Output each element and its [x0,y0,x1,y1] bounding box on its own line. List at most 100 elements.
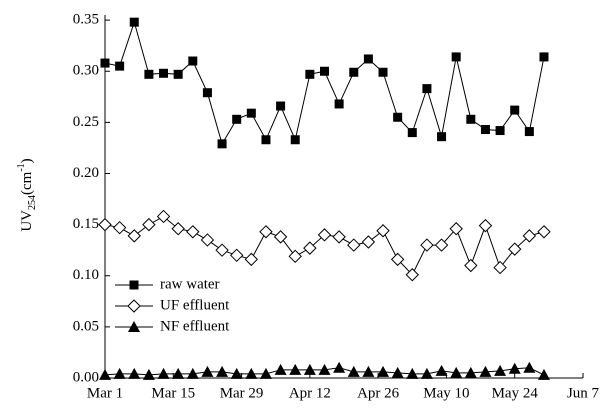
data-point [393,112,403,122]
data-point [215,243,229,257]
y-tick-label: 0.25 [73,114,99,130]
data-point [259,225,273,239]
data-point [99,368,111,380]
data-point [261,135,271,145]
data-point [449,222,463,236]
data-point [437,132,447,142]
data-point [390,252,405,267]
data-point [361,235,376,249]
x-tick-label: May 24 [492,385,539,401]
data-point [157,367,170,379]
data-point [363,54,373,64]
data-point [479,365,492,377]
data-point [317,228,332,242]
data-point [319,66,329,76]
data-point [98,217,112,232]
data-point [246,108,256,118]
data-point [420,238,434,252]
data-point [276,101,286,111]
data-point [537,368,550,380]
data-point [172,367,185,379]
data-point [537,225,551,239]
x-tick-label: Mar 29 [220,385,264,401]
data-point [202,88,212,98]
data-point [201,365,214,377]
y-tick-label: 0.10 [73,267,99,283]
data-point [466,114,476,124]
y-axis-label: UV254(cm-1) [16,158,38,231]
data-point [495,126,505,136]
x-tick-label: Jun 7 [567,385,600,401]
data-point [523,361,536,373]
series-line [104,20,545,146]
data-point [318,363,331,375]
data-point [186,367,199,379]
data-point [493,260,507,275]
legend-label: UF effluent [160,297,230,313]
data-point [435,364,448,376]
data-point [464,258,478,273]
data-point [303,241,317,255]
data-point [508,362,521,374]
data-point [232,114,242,124]
data-point [347,238,361,252]
data-point [230,367,243,379]
data-point [405,268,419,282]
data-point [289,363,302,375]
data-point [112,220,127,235]
data-point [478,218,493,233]
data-point [245,367,258,379]
data-point [305,69,315,79]
data-point [377,365,390,377]
data-point [288,249,302,264]
data-point [406,367,419,379]
data-point [391,366,404,378]
data-point [422,84,432,94]
data-point [539,52,549,62]
data-point [522,229,537,243]
legend-label: raw water [160,276,220,292]
data-point [524,127,534,137]
data-point [510,105,520,115]
data-point [494,364,507,376]
y-tick-label: 0.05 [73,318,99,334]
y-tick-label: 0.30 [73,63,99,79]
data-point [244,252,259,267]
data-point [464,366,477,378]
data-point [349,67,359,77]
data-point [200,233,215,247]
data-point [159,68,169,78]
data-point [334,99,344,109]
x-tick-label: May 10 [423,385,469,401]
data-point [188,56,198,66]
data-point [347,365,360,377]
x-tick-label: Mar 1 [87,385,123,401]
data-point [156,209,171,224]
data-point [376,224,390,238]
data-point [173,69,183,79]
data-point [144,69,154,79]
x-tick-label: Apr 12 [289,385,331,401]
data-point [434,238,449,252]
data-point [142,217,156,232]
data-point [290,135,300,145]
data-point [217,139,227,149]
y-tick-label: 0.20 [73,165,99,181]
data-point [378,67,388,77]
legend-label: NF effluent [160,318,230,334]
data-point [129,17,139,27]
data-point [274,363,287,375]
data-point [407,128,417,138]
legend-marker [127,299,141,313]
data-point [480,125,490,135]
data-point [362,365,375,377]
series-line [104,215,545,276]
y-tick-label: 0.00 [73,369,99,385]
data-point [508,242,522,256]
data-point [451,52,461,62]
data-point [303,363,316,375]
y-tick-label: 0.35 [73,12,99,28]
data-point [100,58,110,68]
data-point [216,365,229,377]
